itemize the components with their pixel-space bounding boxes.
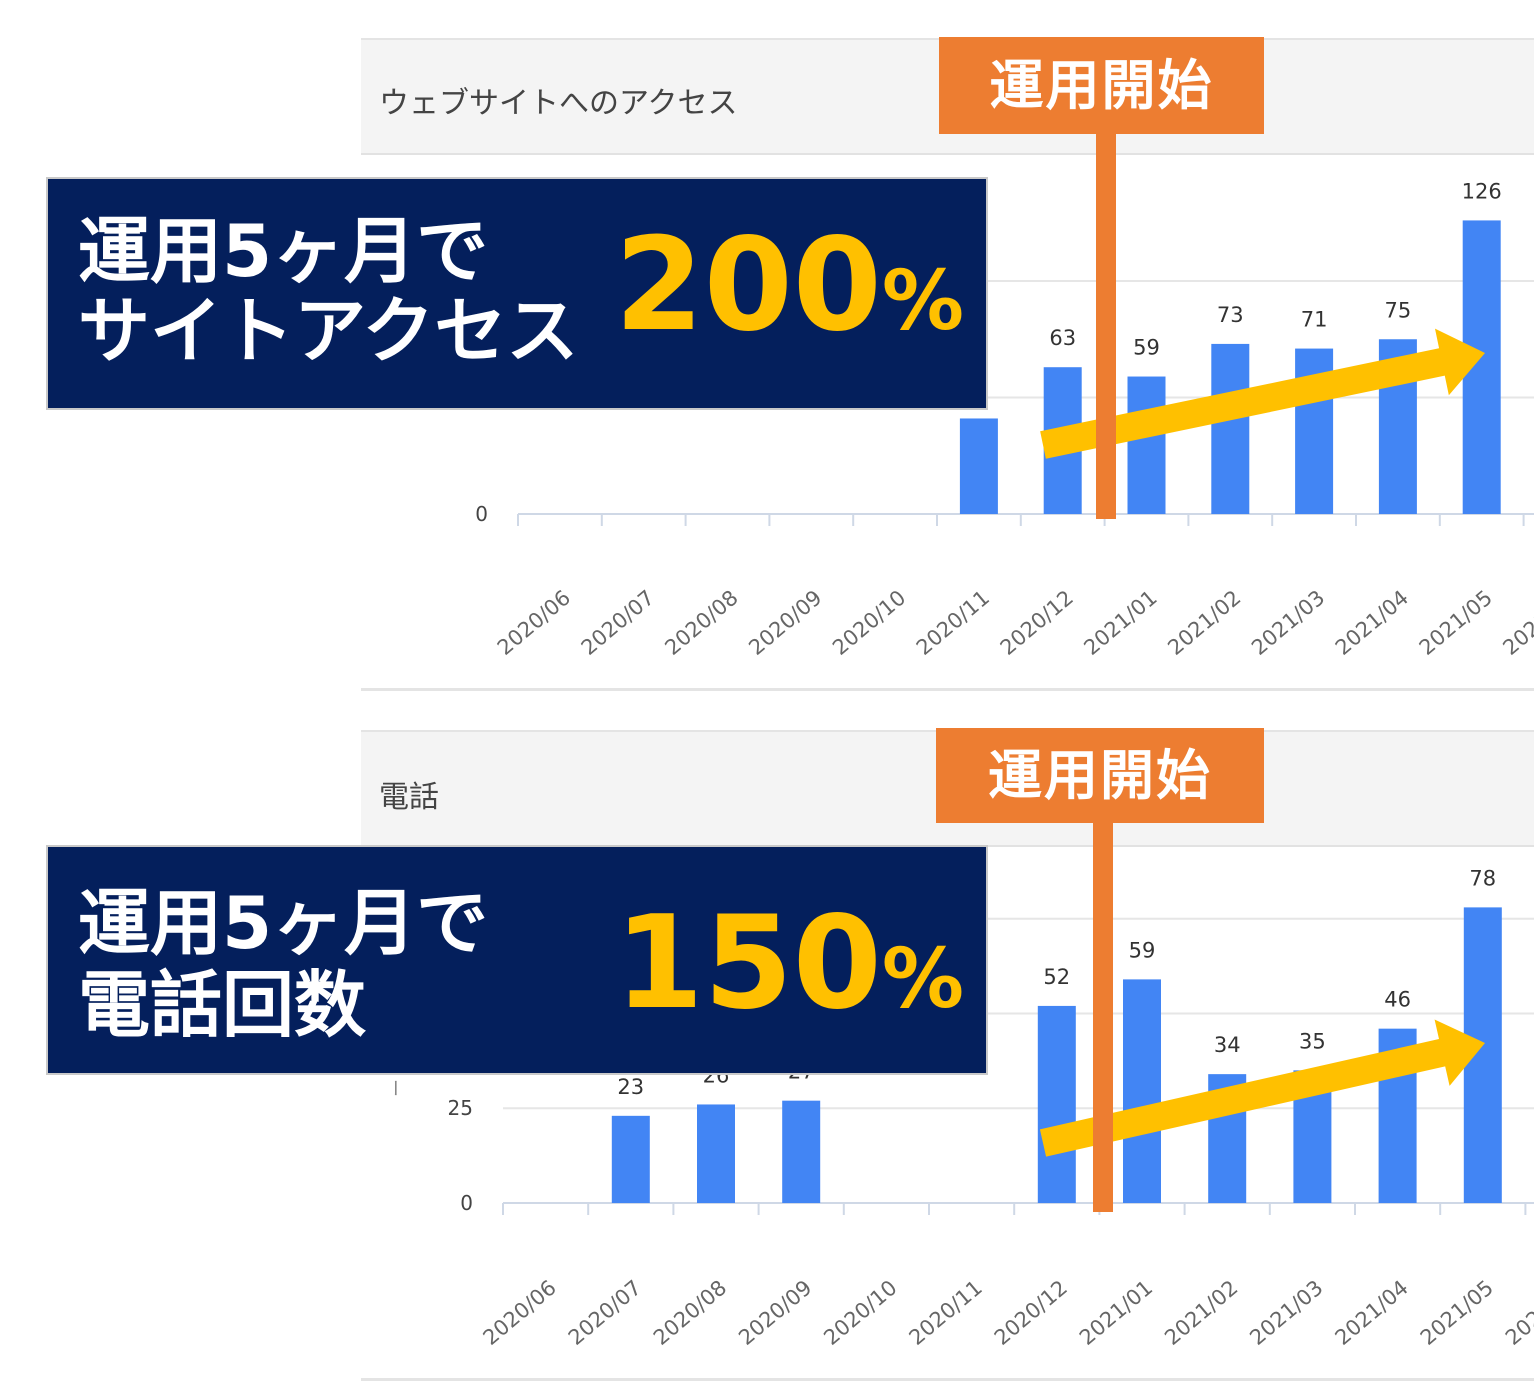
callout-line1: 運用5ヶ月で <box>78 209 489 293</box>
data-label: 34 <box>1214 1033 1241 1057</box>
callout-phone: 運用5ヶ月で 電話回数 150% <box>46 845 988 1075</box>
panel-title: ウェブサイトへのアクセス <box>379 86 738 121</box>
panel-title: 電話 <box>379 780 439 815</box>
bar <box>782 1100 821 1203</box>
bar <box>1127 376 1166 514</box>
data-label: 126 <box>1462 179 1502 203</box>
callout-line2: サイトアクセス <box>78 289 579 373</box>
x-tick-label: 2020/10 <box>819 1275 901 1349</box>
x-tick-label: 2021/04 <box>1331 1275 1413 1349</box>
start-marker-line <box>1096 134 1116 519</box>
y-axis-title-fragment: ー <box>387 1079 408 1097</box>
callout-line1: 運用5ヶ月で <box>78 881 489 965</box>
trend-arrow <box>1039 1019 1485 1157</box>
data-label: 59 <box>1129 938 1156 962</box>
y-tick-label: 0 <box>460 1191 473 1215</box>
y-tick-label: 25 <box>448 1096 473 1120</box>
callout-access: 運用5ヶ月で サイトアクセス 200% <box>46 177 988 410</box>
trend-arrow <box>1040 328 1485 459</box>
percent-number: 200 <box>614 211 882 360</box>
data-label: 71 <box>1301 308 1328 332</box>
callout-line2: 電話回数 <box>78 963 367 1047</box>
start-marker-line <box>1093 820 1113 1212</box>
bar <box>1123 979 1161 1203</box>
data-label: 35 <box>1299 1029 1326 1053</box>
bar <box>611 1115 650 1203</box>
x-tick-label: 2020/06 <box>479 1275 561 1349</box>
callout-percent: 150% <box>615 889 964 1038</box>
x-tick-label: 2021/06 <box>1501 1275 1534 1349</box>
x-tick-label: 2020/12 <box>990 1275 1072 1349</box>
callout-percent: 200% <box>615 211 964 360</box>
start-marker-label: 運用開始 <box>939 37 1264 134</box>
x-tick-label: 2021/01 <box>1075 1275 1157 1349</box>
bar <box>959 418 998 514</box>
start-marker-label: 運用開始 <box>936 728 1264 823</box>
data-label: 52 <box>1043 965 1070 989</box>
data-label: 46 <box>1384 988 1411 1012</box>
x-tick-label: 2020/09 <box>734 1275 816 1349</box>
bar <box>1037 1005 1076 1203</box>
bar <box>1211 343 1250 514</box>
panel-bottom-border <box>361 688 1534 691</box>
y-tick-label: 0 <box>475 502 488 526</box>
x-tick-label: 2020/11 <box>905 1275 987 1349</box>
x-tick-label: 2020/08 <box>649 1275 731 1349</box>
x-tick-label: 2021/05 <box>1416 1275 1498 1349</box>
bar <box>697 1104 735 1203</box>
x-tick-label: 2020/07 <box>564 1275 646 1349</box>
data-label: 78 <box>1469 866 1496 890</box>
data-label: 75 <box>1385 298 1412 322</box>
data-label: 73 <box>1217 303 1244 327</box>
percent-unit: % <box>881 932 964 1027</box>
percent-unit: % <box>881 254 964 349</box>
x-tick-label: 2021/02 <box>1160 1275 1242 1349</box>
data-label: 59 <box>1133 336 1160 360</box>
data-label: 63 <box>1049 326 1076 350</box>
panel-bottom-border <box>361 1378 1534 1381</box>
x-tick-label: 2021/03 <box>1245 1275 1327 1349</box>
percent-number: 150 <box>614 889 882 1038</box>
data-label: 23 <box>617 1075 644 1099</box>
